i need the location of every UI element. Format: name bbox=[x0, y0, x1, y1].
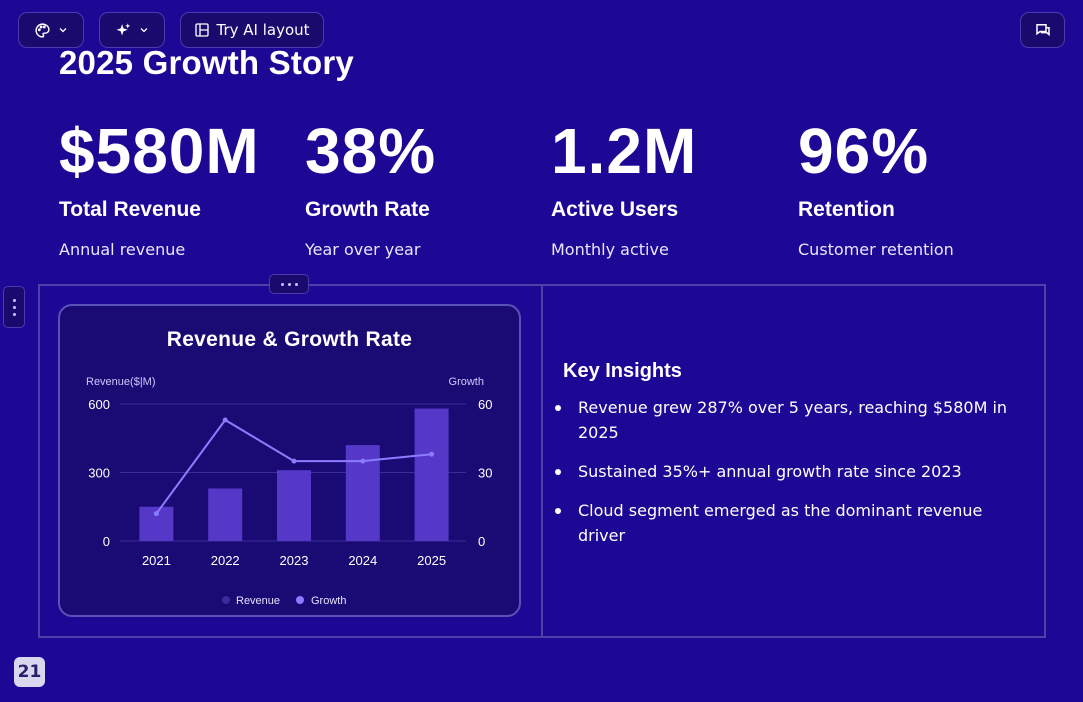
stat-active-users: 1.2M Active Users Monthly active bbox=[551, 112, 791, 259]
legend-growth-label: Growth bbox=[311, 595, 346, 607]
legend-revenue-swatch bbox=[222, 596, 230, 604]
x-tick-label: 2021 bbox=[142, 553, 171, 568]
y-tick-right: 0 bbox=[478, 534, 485, 549]
chart-title: Revenue & Growth Rate bbox=[166, 328, 413, 351]
handle-dot bbox=[287, 282, 291, 286]
growth-point-2025 bbox=[429, 451, 435, 457]
key-insights: Key Insights Revenue grew 287% over 5 ye… bbox=[555, 360, 1033, 562]
handle-dot bbox=[280, 282, 284, 286]
stat-label: Total Revenue bbox=[59, 198, 201, 221]
try-ai-layout-label: Try AI layout bbox=[216, 21, 310, 39]
theme-dropdown-button[interactable] bbox=[18, 12, 84, 48]
stat-value: 96% bbox=[798, 115, 930, 187]
growth-point-2021 bbox=[153, 511, 159, 517]
legend-revenue-label: Revenue bbox=[236, 595, 280, 607]
row-drag-handle[interactable] bbox=[3, 286, 25, 328]
chevron-down-icon bbox=[140, 28, 147, 33]
revenue-growth-chart: 0 300 600 0 30 60 Revenue($|M) Growth 2021 2022 20… bbox=[86, 376, 492, 607]
y-axis-label-right: Growth bbox=[449, 376, 484, 388]
stat-label: Active Users bbox=[551, 198, 679, 221]
comments-button[interactable] bbox=[1020, 12, 1065, 48]
bar-2023 bbox=[277, 470, 311, 541]
y-axis-label-left: Revenue($|M) bbox=[86, 376, 156, 388]
palette-icon bbox=[34, 22, 50, 38]
try-ai-layout-button[interactable]: Try AI layout bbox=[180, 12, 324, 48]
stat-label: Growth Rate bbox=[305, 198, 430, 221]
stat-label: Retention bbox=[798, 198, 895, 221]
handle-dot bbox=[12, 312, 16, 316]
handle-dot bbox=[12, 305, 16, 309]
bar-2025 bbox=[414, 408, 449, 541]
insights-title: Key Insights bbox=[563, 360, 682, 382]
x-tick-label: 2025 bbox=[417, 553, 446, 568]
growth-point-2024 bbox=[360, 458, 366, 464]
page-number-badge[interactable]: 21 bbox=[14, 657, 45, 687]
stat-total-revenue: $580M Total Revenue Annual revenue bbox=[59, 112, 299, 259]
handle-dot bbox=[294, 282, 298, 286]
stat-value: $580M bbox=[59, 115, 260, 187]
growth-point-2022 bbox=[222, 417, 228, 423]
stat-retention: 96% Retention Customer retention bbox=[798, 112, 1038, 259]
column-divider[interactable] bbox=[541, 284, 543, 638]
y-tick-right: 30 bbox=[478, 466, 492, 481]
slide-title: 2025 Growth Story bbox=[59, 44, 354, 81]
stat-value: 38% bbox=[305, 115, 437, 187]
insight-item: Cloud segment emerged as the dominant re… bbox=[555, 498, 1033, 548]
x-tick-label: 2024 bbox=[348, 553, 377, 568]
insights-list: Revenue grew 287% over 5 years, reaching… bbox=[555, 395, 1033, 548]
stat-sub: Annual revenue bbox=[59, 240, 186, 259]
stat-value: 1.2M bbox=[551, 115, 698, 187]
sparkles-icon bbox=[115, 22, 130, 35]
chevron-down-icon bbox=[59, 28, 66, 33]
stat-sub: Customer retention bbox=[798, 240, 954, 259]
handle-dot bbox=[12, 298, 16, 302]
stat-sub: Monthly active bbox=[551, 240, 669, 259]
comment-icon bbox=[1035, 24, 1050, 37]
legend-growth-swatch bbox=[296, 596, 304, 604]
y-tick-left: 600 bbox=[88, 397, 110, 412]
stat-sub: Year over year bbox=[305, 240, 421, 259]
bar-2022 bbox=[208, 488, 243, 541]
x-tick-label: 2022 bbox=[211, 553, 240, 568]
ai-dropdown-button[interactable] bbox=[99, 12, 165, 48]
layout-icon bbox=[195, 23, 210, 37]
insight-item: Sustained 35%+ annual growth rate since … bbox=[555, 459, 1033, 484]
growth-point-2023 bbox=[291, 458, 297, 464]
y-tick-left: 0 bbox=[103, 534, 110, 549]
chart-card[interactable]: Revenue & Growth Rate 0 300 600 0 30 60 Revenu… bbox=[58, 304, 521, 617]
y-tick-right: 60 bbox=[478, 397, 492, 412]
x-tick-label: 2023 bbox=[280, 553, 309, 568]
insight-item: Revenue grew 287% over 5 years, reaching… bbox=[555, 395, 1033, 445]
y-tick-left: 300 bbox=[88, 466, 110, 481]
stat-growth-rate: 38% Growth Rate Year over year bbox=[305, 112, 545, 259]
block-drag-handle[interactable] bbox=[269, 274, 309, 294]
